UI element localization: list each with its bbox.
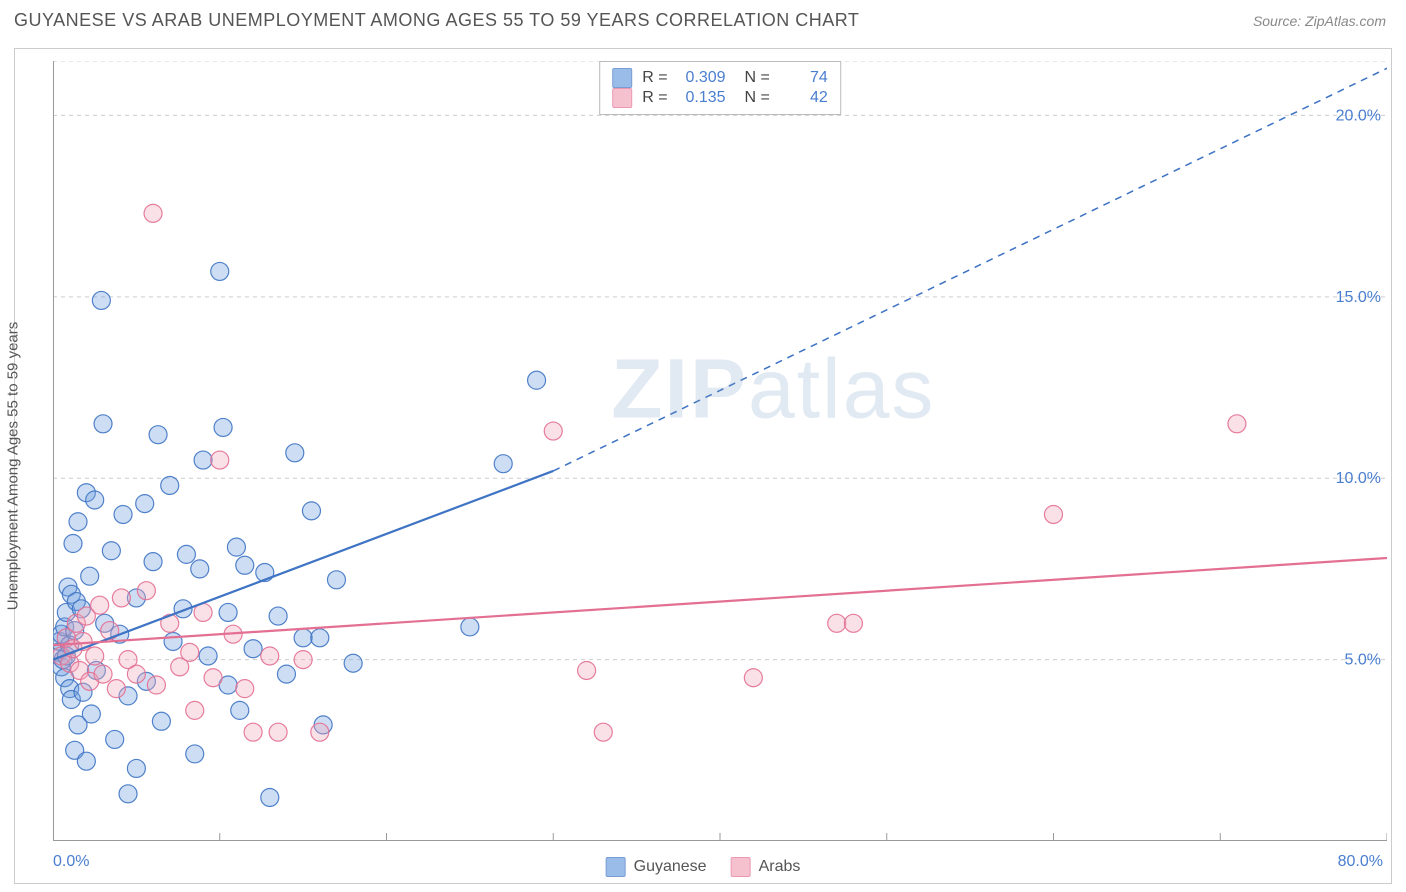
correlation-stats-box: R = 0.309 N = 74 R = 0.135 N = 42 [599, 61, 841, 115]
x-axis-origin-label: 0.0% [53, 853, 89, 871]
y-axis-label: Unemployment Among Ages 55 to 59 years [5, 322, 22, 611]
legend-item-arabs: Arabs [731, 857, 801, 877]
svg-text:10.0%: 10.0% [1336, 470, 1381, 487]
legend-label-arabs: Arabs [759, 858, 801, 876]
chart-container: Unemployment Among Ages 55 to 59 years 5… [14, 48, 1392, 884]
stats-row-arabs: R = 0.135 N = 42 [612, 88, 828, 108]
r-value-guyanese: 0.309 [678, 69, 726, 87]
stats-row-guyanese: R = 0.309 N = 74 [612, 68, 828, 88]
bottom-legend: Guyanese Arabs [606, 857, 801, 877]
r-label: R = [642, 89, 667, 107]
swatch-arabs [612, 88, 632, 108]
n-value-arabs: 42 [780, 89, 828, 107]
legend-item-guyanese: Guyanese [606, 857, 707, 877]
svg-text:5.0%: 5.0% [1345, 652, 1381, 669]
legend-swatch-guyanese [606, 857, 626, 877]
source-attribution: Source: ZipAtlas.com [1253, 13, 1386, 29]
legend-label-guyanese: Guyanese [634, 858, 707, 876]
legend-swatch-arabs [731, 857, 751, 877]
plot-area: 5.0% 10.0% 15.0% 20.0% R = 0.309 N = 74 R =… [53, 61, 1387, 841]
swatch-guyanese [612, 68, 632, 88]
n-value-guyanese: 74 [780, 69, 828, 87]
scatter-svg: 5.0% 10.0% 15.0% 20.0% [53, 61, 1387, 841]
r-label: R = [642, 69, 667, 87]
n-label: N = [736, 69, 770, 87]
r-value-arabs: 0.135 [678, 89, 726, 107]
svg-text:20.0%: 20.0% [1336, 107, 1381, 124]
x-axis-end-label: 80.0% [1338, 853, 1383, 871]
n-label: N = [736, 89, 770, 107]
svg-text:15.0%: 15.0% [1336, 289, 1381, 306]
chart-title: GUYANESE VS ARAB UNEMPLOYMENT AMONG AGES… [14, 10, 859, 31]
